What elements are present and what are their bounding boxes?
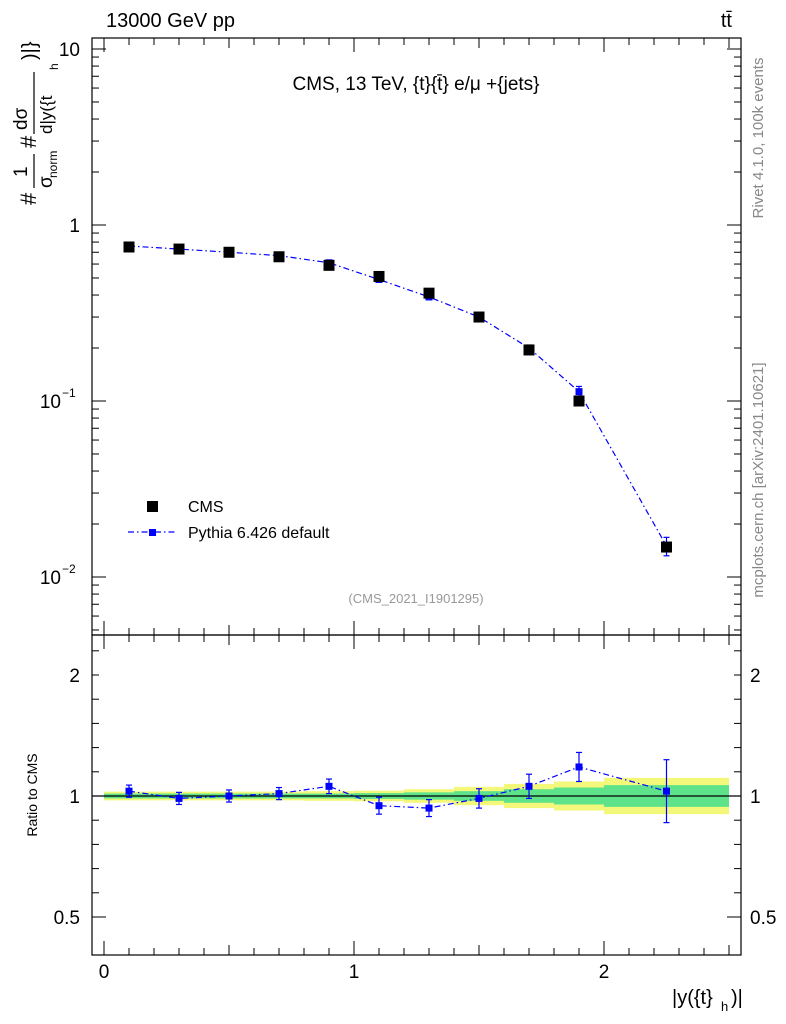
main-panel: 10 1 10 −1 10 −2 CMS, 13 TeV, {t}{t̄} e/… — [11, 37, 742, 636]
x-axis-label: |y({t} h )| — [672, 987, 743, 1014]
process-label: tt̄ — [721, 10, 733, 32]
ratio-point — [325, 782, 333, 790]
data-point — [223, 246, 235, 258]
mc-line — [128, 245, 668, 547]
ytick-label-10: 10 — [59, 40, 80, 61]
svg-text:)|}: )|} — [19, 41, 41, 60]
ratio-point — [575, 763, 583, 771]
svg-text:)|: )| — [731, 987, 743, 1009]
ratio-ytick-label-1-left: 1 — [69, 787, 80, 808]
data-point — [123, 241, 135, 253]
ratio-ytick-label-0.5-right: 0.5 — [750, 908, 776, 929]
data-point — [473, 311, 485, 323]
legend-mc-marker — [149, 529, 156, 536]
data-point — [373, 270, 385, 282]
ratio-ytick-label-2-right: 2 — [750, 666, 761, 687]
ytick-label-1: 1 — [69, 216, 80, 237]
xtick-label-0: 0 — [99, 962, 110, 983]
chart-title: CMS, 13 TeV, {t}{t̄} e/μ +{jets} — [292, 74, 539, 95]
analysis-label: (CMS_2021_I1901295) — [348, 591, 483, 606]
legend: CMS Pythia 6.426 default — [128, 499, 330, 542]
svg-text:h: h — [47, 63, 61, 70]
legend-data-label: CMS — [188, 499, 224, 516]
ytick-label-0.1-exp: −1 — [62, 386, 76, 400]
main-ylabel: # 1 σ norm # dσ d|y({t h )|} — [11, 41, 61, 205]
ratio-mc-series — [125, 751, 670, 824]
data-point — [323, 259, 335, 271]
ratio-ytick-label-1-right: 1 — [750, 787, 761, 808]
ratio-ticks — [92, 635, 741, 955]
ratio-point — [425, 804, 433, 812]
svg-text:#: # — [16, 135, 41, 148]
energy-label: 13000 GeV pp — [106, 10, 235, 32]
ratio-point — [663, 787, 670, 795]
ratio-point — [525, 782, 533, 790]
ratio-point — [225, 792, 233, 800]
ratio-panel: 2 1 0.5 2 1 0.5 0 1 2 Ratio to CMS |y({t… — [24, 634, 777, 1014]
data-point — [423, 287, 435, 299]
svg-text:1: 1 — [11, 166, 32, 177]
svg-text:dσ: dσ — [11, 107, 32, 130]
svg-text:d|y({t: d|y({t — [37, 95, 56, 134]
ratio-mc-line — [128, 766, 667, 809]
ytick-label-0.01-exp: −2 — [62, 562, 76, 576]
legend-data-marker — [147, 501, 158, 512]
svg-text:norm: norm — [46, 151, 60, 178]
rivet-label: Rivet 4.1.0, 100k events — [750, 58, 767, 219]
ratio-point — [475, 794, 483, 802]
ratio-ytick-label-0.5-left: 0.5 — [54, 908, 80, 929]
data-point — [573, 395, 585, 407]
data-point — [523, 344, 535, 356]
mc-point — [575, 388, 583, 396]
ratio-tick-labels: 2 1 0.5 2 1 0.5 0 1 2 — [54, 666, 777, 983]
ytick-label-0.1: 10 — [40, 392, 61, 413]
ratio-point — [275, 790, 283, 798]
main-tick-labels: 10 1 10 −1 10 −2 — [40, 40, 80, 589]
svg-text:σ: σ — [36, 176, 57, 188]
data-point — [273, 251, 285, 263]
main-frame — [91, 37, 742, 636]
data-series — [123, 241, 672, 553]
source-label: mcplots.cern.ch [arXiv:2401.10621] — [750, 362, 767, 597]
data-point — [173, 243, 185, 255]
data-point — [661, 541, 672, 553]
svg-text:h: h — [721, 999, 728, 1014]
xtick-label-1: 1 — [349, 962, 360, 983]
svg-text:#: # — [16, 192, 41, 205]
ratio-ylabel: Ratio to CMS — [24, 753, 40, 836]
ytick-label-0.01: 10 — [40, 568, 61, 589]
legend-mc-label: Pythia 6.426 default — [188, 525, 330, 542]
xtick-label-2: 2 — [599, 962, 610, 983]
main-ticks — [92, 38, 741, 635]
ratio-point — [125, 787, 133, 795]
ratio-point — [175, 794, 183, 802]
ratio-uncertainty-band — [92, 777, 741, 815]
svg-text:|y({t}: |y({t} — [672, 987, 713, 1009]
ratio-point — [375, 802, 383, 810]
ratio-ytick-label-2-left: 2 — [69, 666, 80, 687]
ratio-frame — [91, 634, 742, 956]
